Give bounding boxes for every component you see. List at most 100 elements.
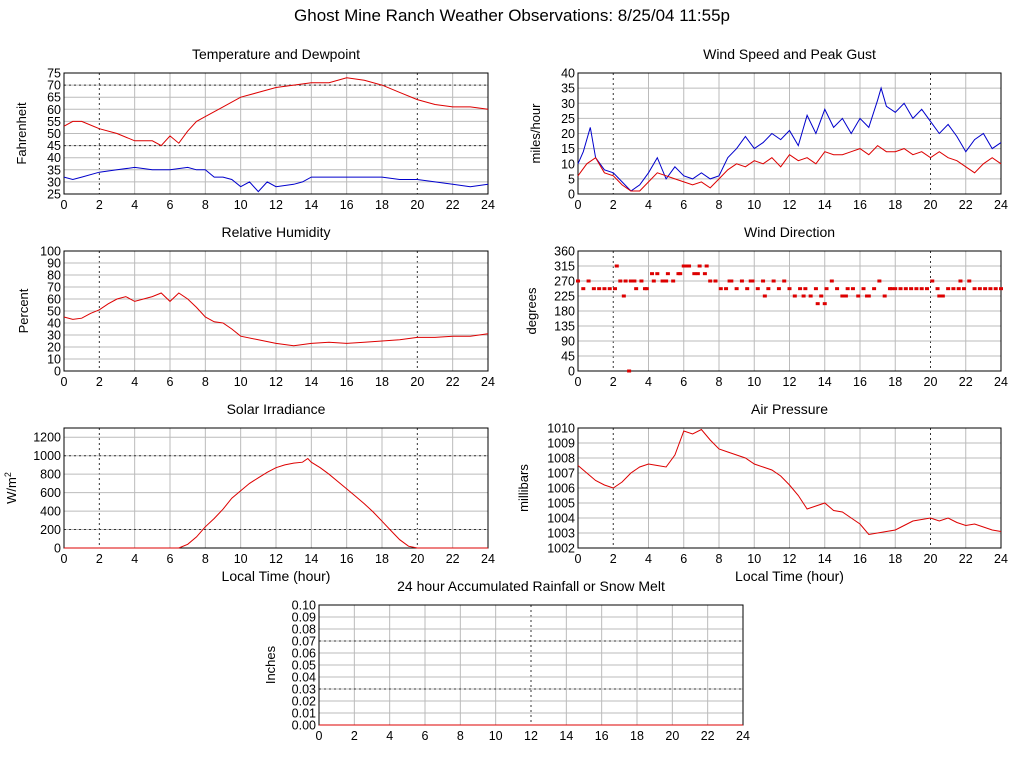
y-tick-label: 180 bbox=[554, 305, 575, 319]
chart-humid: 0 2 4 6 8 10 12 14 16 18 20 22 240102030405060708090… bbox=[16, 224, 495, 389]
data-point bbox=[739, 279, 744, 283]
plot-frame bbox=[577, 72, 1002, 195]
x-tick-label: 8 bbox=[202, 375, 209, 389]
y-tick-label: 0.00 bbox=[292, 719, 316, 733]
data-point bbox=[591, 287, 596, 291]
data-point bbox=[614, 264, 619, 268]
chart-title: Wind Direction bbox=[744, 224, 835, 240]
y-tick-label: 1010 bbox=[547, 422, 575, 436]
x-tick-label: 8 bbox=[202, 552, 209, 566]
series-line-0 bbox=[577, 86, 1002, 192]
data-point bbox=[840, 294, 845, 298]
y-axis-label: Percent bbox=[16, 288, 31, 333]
data-point bbox=[755, 287, 760, 291]
x-tick-label: 24 bbox=[994, 198, 1008, 212]
x-tick-label: 24 bbox=[481, 198, 495, 212]
y-tick-label: 75 bbox=[47, 67, 61, 81]
x-tick-label: 4 bbox=[645, 375, 652, 389]
y-tick-label: 70 bbox=[47, 281, 61, 295]
y-tick-label: 45 bbox=[561, 350, 575, 364]
plot-frame bbox=[63, 250, 489, 372]
data-point bbox=[798, 287, 803, 291]
data-point bbox=[695, 272, 700, 276]
data-point bbox=[829, 279, 834, 283]
y-tick-label: 0.05 bbox=[292, 659, 316, 673]
data-point bbox=[708, 279, 713, 283]
x-tick-label: 18 bbox=[888, 198, 902, 212]
data-point bbox=[692, 272, 697, 276]
x-tick-label: 24 bbox=[481, 375, 495, 389]
plot-frame bbox=[63, 72, 489, 195]
x-tick-label: 2 bbox=[610, 375, 617, 389]
y-tick-label: 0.09 bbox=[292, 611, 316, 625]
x-tick-label: 12 bbox=[783, 552, 797, 566]
y-axis-label-superscript: 2 bbox=[3, 472, 13, 477]
x-tick-label: 24 bbox=[481, 552, 495, 566]
data-point bbox=[632, 279, 637, 283]
chart-pressure: 0 2 4 6 8 10 12 14 16 18 20 22 241002100310041005100… bbox=[516, 401, 1008, 584]
data-point bbox=[651, 279, 656, 283]
x-tick-label: 8 bbox=[716, 375, 723, 389]
y-tick-label: 45 bbox=[47, 139, 61, 153]
y-tick-label: 80 bbox=[47, 269, 61, 283]
y-tick-label: 1007 bbox=[547, 467, 575, 481]
x-tick-label: 24 bbox=[994, 375, 1008, 389]
y-tick-label: 65 bbox=[47, 91, 61, 105]
data-point bbox=[660, 279, 665, 283]
data-point bbox=[914, 287, 919, 291]
data-point bbox=[642, 287, 647, 291]
y-tick-label: 10 bbox=[47, 353, 61, 367]
y-tick-label: 90 bbox=[561, 335, 575, 349]
data-point bbox=[602, 287, 607, 291]
data-point bbox=[813, 287, 818, 291]
x-tick-label: 14 bbox=[304, 375, 318, 389]
x-tick-label: 12 bbox=[783, 375, 797, 389]
y-axis-label: miles/hour bbox=[528, 103, 543, 164]
x-tick-label: 18 bbox=[630, 729, 644, 743]
x-tick-label: 22 bbox=[959, 375, 973, 389]
data-point bbox=[761, 279, 766, 283]
x-tick-label: 22 bbox=[446, 552, 460, 566]
data-point bbox=[845, 287, 850, 291]
x-tick-label: 24 bbox=[736, 729, 750, 743]
data-point bbox=[776, 287, 781, 291]
x-tick-label: 18 bbox=[375, 198, 389, 212]
chart-title: Air Pressure bbox=[751, 401, 828, 417]
y-tick-label: 0.01 bbox=[292, 707, 316, 721]
chart-title: 24 hour Accumulated Rainfall or Snow Mel… bbox=[397, 578, 665, 594]
y-tick-label: 200 bbox=[40, 523, 61, 537]
data-point bbox=[951, 287, 956, 291]
data-point bbox=[893, 287, 898, 291]
data-point bbox=[861, 287, 866, 291]
y-tick-label: 360 bbox=[554, 245, 575, 259]
x-tick-label: 22 bbox=[959, 552, 973, 566]
data-point bbox=[634, 287, 639, 291]
y-axis-label: millibars bbox=[516, 464, 531, 512]
x-tick-label: 2 bbox=[610, 198, 617, 212]
chart-wind: 0 2 4 6 8 10 12 14 16 18 20 22 240510152025303540Win… bbox=[528, 46, 1008, 212]
data-point bbox=[808, 294, 813, 298]
series-line-0 bbox=[577, 428, 1002, 536]
x-tick-label: 0 bbox=[575, 552, 582, 566]
x-tick-label: 14 bbox=[559, 729, 573, 743]
data-point bbox=[843, 294, 848, 298]
data-point bbox=[766, 287, 771, 291]
x-tick-label: 20 bbox=[410, 198, 424, 212]
y-tick-label: 35 bbox=[561, 82, 575, 96]
x-tick-label: 6 bbox=[167, 375, 174, 389]
y-tick-label: 20 bbox=[47, 341, 61, 355]
x-tick-label: 10 bbox=[234, 198, 248, 212]
y-axis-label: Fahrenheit bbox=[14, 102, 29, 165]
y-tick-label: 0.02 bbox=[292, 695, 316, 709]
x-tick-label: 22 bbox=[959, 198, 973, 212]
chart-title: Relative Humidity bbox=[222, 224, 331, 240]
plot-frame bbox=[63, 427, 489, 549]
x-tick-label: 18 bbox=[375, 375, 389, 389]
series-line-0 bbox=[63, 77, 489, 147]
data-point bbox=[702, 272, 707, 276]
data-point bbox=[727, 279, 732, 283]
data-point bbox=[713, 279, 718, 283]
y-tick-label: 50 bbox=[47, 305, 61, 319]
chart-title: Temperature and Dewpoint bbox=[192, 46, 360, 62]
